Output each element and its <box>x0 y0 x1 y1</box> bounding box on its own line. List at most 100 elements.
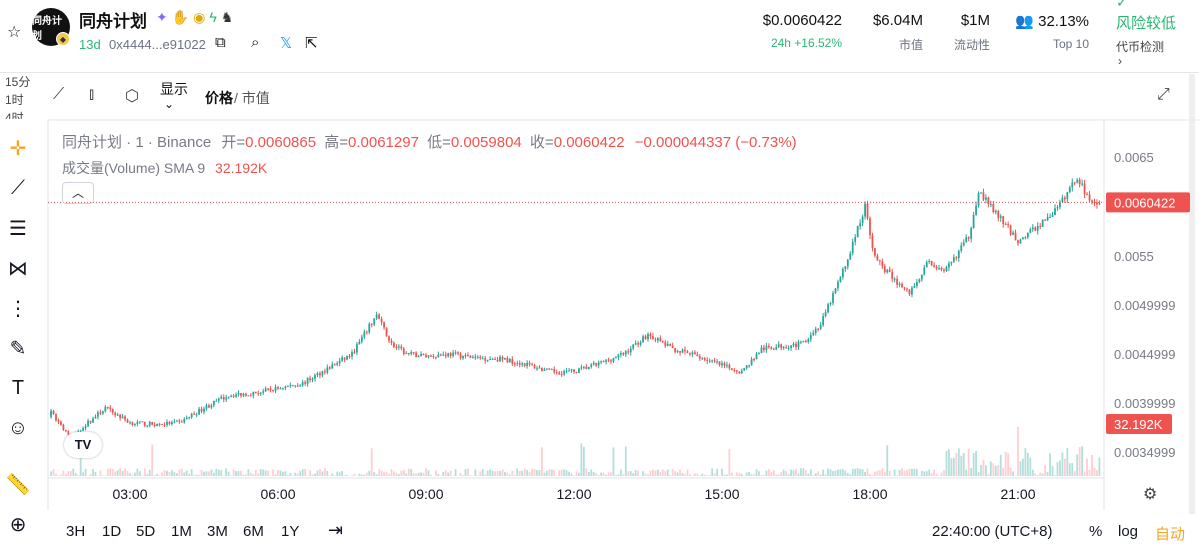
star-icon[interactable]: ☆ <box>7 24 22 41</box>
candle-body <box>644 336 647 340</box>
candle-body <box>111 409 114 413</box>
volume-bar <box>866 468 869 476</box>
zoom-in-icon[interactable]: ⊕ <box>9 513 27 536</box>
volume-bar <box>767 469 770 476</box>
volume-bar <box>94 472 97 476</box>
volume-bar <box>370 448 373 476</box>
candle-body <box>790 345 792 349</box>
percent-toggle[interactable]: % <box>1089 523 1103 540</box>
candle-body <box>987 197 990 204</box>
candle-body <box>437 354 440 358</box>
chevron-right-icon[interactable]: › <box>1118 54 1122 68</box>
mcap-toggle[interactable]: / 市值 <box>234 90 270 106</box>
volume-bar <box>708 475 711 476</box>
range-3m[interactable]: 3M <box>207 523 228 540</box>
fib-icon[interactable]: ⋮ <box>8 297 28 320</box>
volume-bar <box>289 472 292 476</box>
range-1d[interactable]: 1D <box>102 523 122 540</box>
volume-bar <box>425 468 427 476</box>
pattern-icon[interactable]: ⋈ <box>8 257 28 280</box>
candle-body <box>225 397 228 400</box>
volume-bar <box>970 467 973 476</box>
copy-icon[interactable]: ⧉ <box>215 34 226 51</box>
clock-time[interactable]: 22:40:00 (UTC+8) <box>932 523 1053 540</box>
candle-body <box>753 359 755 361</box>
fullscreen-icon[interactable]: ⤢ <box>1157 86 1170 103</box>
trendline-icon[interactable]: ⟋ <box>11 176 25 199</box>
candle-body <box>1063 197 1066 200</box>
volume-bar <box>151 444 154 476</box>
candle-body <box>124 416 126 420</box>
volume-bar <box>881 468 884 476</box>
volume-bar <box>1088 469 1091 476</box>
volume-bar <box>504 471 506 476</box>
indicators-icon[interactable]: ⬡ <box>125 88 139 105</box>
crosshair-icon[interactable]: ✛ <box>9 137 27 160</box>
timeframe-1h[interactable]: 1时 <box>5 93 24 107</box>
horizontal-lines-icon[interactable]: ☰ <box>9 217 27 240</box>
candle-body <box>849 253 852 260</box>
candles-icon[interactable]: ⫾ <box>89 86 95 103</box>
volume-bar <box>1068 463 1071 476</box>
brush-icon[interactable]: ✎ <box>9 337 27 360</box>
candle-body <box>664 342 667 346</box>
emoji-icon[interactable]: ☺ <box>7 416 29 439</box>
x-twitter-icon[interactable]: 𝕏 <box>280 35 293 52</box>
candle-body <box>407 352 410 354</box>
volume-bar <box>726 474 728 476</box>
range-5d[interactable]: 5D <box>136 523 156 540</box>
settings-gear-icon[interactable]: ⚙ <box>1143 486 1158 503</box>
candle-body <box>1068 187 1071 193</box>
volume-bar <box>911 468 913 476</box>
volume-bar <box>183 472 186 476</box>
candle-body <box>898 283 901 285</box>
candle-body <box>851 241 854 254</box>
range-6m[interactable]: 6M <box>243 523 264 540</box>
users-icon: 👥 <box>1015 13 1034 30</box>
candle-body <box>775 346 778 350</box>
candle-body <box>928 260 931 263</box>
candle-body <box>822 316 825 326</box>
text-icon[interactable]: T <box>11 376 25 399</box>
volume-bar <box>585 468 588 476</box>
candle-body <box>462 355 464 359</box>
risk-subtitle[interactable]: 代币检测 <box>1116 40 1165 54</box>
display-button[interactable]: 显示 <box>160 81 188 97</box>
chevron-down-icon[interactable]: ⌄ <box>164 97 175 111</box>
x-tick-label: 09:00 <box>408 486 443 502</box>
volume-bar <box>888 470 891 476</box>
candle-body <box>597 362 600 366</box>
log-toggle[interactable]: log <box>1118 523 1139 540</box>
search-icon[interactable]: ⌕ <box>251 34 260 51</box>
range-3h[interactable]: 3H <box>66 523 86 540</box>
y-tick-label: 0.0044999 <box>1114 347 1175 362</box>
stat-top10: 👥 32.13% Top 10 <box>1015 12 1089 51</box>
candle-body <box>269 388 272 390</box>
volume-tag-label: 32.192K <box>1114 417 1163 432</box>
timeframe-15m[interactable]: 15分 <box>5 75 31 89</box>
candle-body <box>518 363 521 365</box>
y-tick-label: 0.0034999 <box>1114 445 1175 460</box>
range-1m[interactable]: 1M <box>171 523 192 540</box>
external-link-icon[interactable]: ⇱ <box>305 35 318 52</box>
line-chart-icon[interactable]: ⟋ <box>53 86 65 103</box>
timeframe-4h[interactable]: 4时 <box>5 111 24 119</box>
calendar-goto-icon[interactable]: ⇥ <box>328 520 344 540</box>
token-badges: ✦ ✋ ◉ ϟ ♞ <box>156 9 233 26</box>
stat-liquidity: $1M 流动性 <box>954 12 990 53</box>
candle-body <box>368 323 371 333</box>
risk-level[interactable]: 风险较低 <box>1116 15 1177 32</box>
candle-body <box>553 369 556 373</box>
volume-bar <box>740 473 743 476</box>
auto-toggle[interactable]: 自动 <box>1155 526 1186 543</box>
ruler-icon[interactable]: 📏 <box>5 473 31 496</box>
volume-bar <box>1017 426 1019 476</box>
volume-bar <box>185 470 188 476</box>
contract-address[interactable]: 0x4444...e91022 <box>109 37 206 52</box>
collapse-legend-button[interactable]: ︿ <box>62 182 94 204</box>
volume-bar <box>249 472 252 476</box>
range-1y[interactable]: 1Y <box>281 523 300 540</box>
candle-body <box>183 419 186 423</box>
price-toggle[interactable]: 价格 <box>205 90 233 106</box>
